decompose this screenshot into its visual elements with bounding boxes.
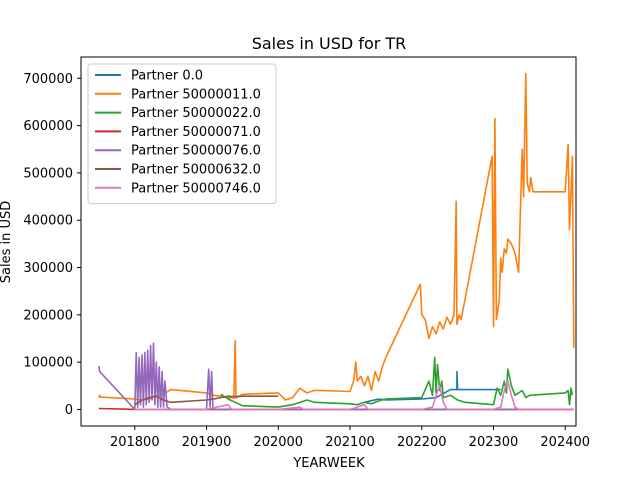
- series-line-1: [98, 72, 575, 401]
- legend-label-4: Partner 50000076.0: [131, 144, 261, 159]
- legend-label-5: Partner 50000632.0: [131, 163, 261, 178]
- y-tick-label-1: 100000: [23, 356, 73, 371]
- series-line-5: [134, 395, 279, 406]
- legend-label-3: Partner 50000071.0: [131, 125, 261, 140]
- legend-label-1: Partner 50000011.0: [131, 87, 261, 102]
- x-tick-label-4: 202200: [397, 435, 447, 450]
- x-tick-label-2: 202000: [253, 435, 303, 450]
- x-tick-label-3: 202100: [325, 435, 375, 450]
- legend-label-0: Partner 0.0: [131, 69, 203, 84]
- x-tick-label-0: 201800: [110, 435, 160, 450]
- y-axis-label: Sales in USD: [0, 201, 14, 284]
- x-tick-label-5: 202300: [469, 435, 519, 450]
- y-tick-label-7: 700000: [23, 72, 73, 87]
- x-axis-ticks: 201800 201900 202000 202100 202200 202300 2024…: [110, 426, 590, 450]
- y-tick-label-2: 200000: [23, 308, 73, 323]
- series-layer: [98, 72, 575, 411]
- y-axis-ticks: 0 100000 200000 300000 400000 500000 600000 700…: [23, 72, 81, 418]
- legend: Partner 0.0 Partner 50000011.0 Partner 500…: [87, 63, 277, 205]
- legend-box: [87, 63, 277, 205]
- legend-label-6: Partner 50000746.0: [131, 181, 261, 196]
- y-tick-label-4: 400000: [23, 214, 73, 229]
- chart-title: Sales in USD for TR: [252, 34, 407, 53]
- series-line-6: [134, 380, 574, 411]
- legend-label-2: Partner 50000022.0: [131, 106, 261, 121]
- y-tick-label-0: 0: [65, 403, 73, 418]
- x-axis-label: YEARWEEK: [292, 456, 365, 471]
- plot-frame: [80, 56, 577, 427]
- x-tick-label-1: 201900: [182, 435, 232, 450]
- x-tick-label-6: 202400: [540, 435, 590, 450]
- series-line-4: [98, 342, 574, 411]
- y-tick-label-3: 300000: [23, 261, 73, 276]
- series-line-2: [220, 356, 574, 408]
- y-tick-label-5: 500000: [23, 166, 73, 181]
- y-tick-label-6: 600000: [23, 119, 73, 134]
